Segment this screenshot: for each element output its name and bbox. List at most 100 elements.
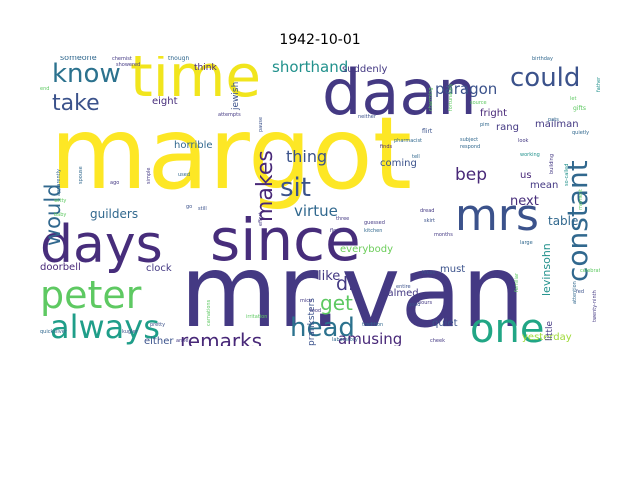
word-fed: fed [576,289,584,295]
word-everybody: everybody [340,244,393,255]
word-pretty: pretty [150,322,165,328]
word-go: go [186,204,192,210]
word-must: must [440,264,465,275]
word-celebration: celebration [580,268,600,274]
word-makes: makes [253,150,278,222]
word-months: months [434,232,453,238]
word-mr-van: mr.van [180,233,525,346]
word-fright: fright [480,108,507,119]
word-little: little [545,320,555,341]
word-peter: peter [40,273,142,317]
word-spouse: spouse [78,166,84,184]
word-think: think [194,63,217,73]
word-hours: hours [418,300,432,306]
word-time: time [130,56,261,110]
word-eight: eight [152,96,178,107]
word-twenty-ninth: twenty-ninth [592,290,598,322]
word-someone: someone [60,56,97,62]
word-neither: neither [358,114,377,120]
word-pim: pim [480,122,490,128]
word-remarks: remarks [180,329,262,346]
word-tradition: tradition [362,322,383,328]
word-get: get [320,291,353,315]
word-quiet: quiet [432,318,458,329]
word-could: could [510,63,580,93]
word-guessed: guessed [364,220,385,226]
word-take: take [52,91,100,116]
word-apparently: apparently [56,169,62,196]
chart-title: 1942-10-01 [279,32,361,48]
word-three: three [336,216,349,222]
word-coming: coming [380,158,417,169]
word-used: used [178,172,190,178]
word-witty: witty [54,198,66,204]
word-would: would [41,184,65,247]
word-days: days [40,215,163,275]
word-either: either [144,336,174,346]
word-attention: attention [572,281,578,304]
word-yesterday: yesterday [522,332,572,343]
word-constant: constant [561,160,594,282]
word-familiar: familiar [514,272,520,292]
word-pause: pause [258,117,264,132]
word-next: next [510,194,539,209]
word-kitchen: kitchen [364,228,382,234]
word-building: building [549,154,555,174]
word-end: end [40,86,49,92]
word-bep: bep [455,165,487,185]
word-showered: showered [116,62,140,68]
word-guilders: guilders [90,207,138,221]
word-flirt: flirt [422,128,433,135]
word-rang: rang [496,122,519,133]
word-simple: simple [146,167,152,184]
word-respond: respond [460,144,480,150]
word-pharmacist: pharmacist [394,138,422,144]
word-daan: daan [322,56,477,129]
word-mrs: mrs [455,190,539,241]
word-look: look [518,138,529,144]
word-tell: tell [412,154,420,160]
word-calmed: calmed [382,288,419,299]
word-effort: effort [258,212,264,226]
word-good: good [408,302,420,308]
word-chemist: chemist [112,56,132,62]
word-pranksters: pranksters [307,298,317,346]
word-one: one [470,306,544,346]
word-d-: d. [336,273,354,295]
word-irritation: irritation [246,314,267,320]
word-virtue: virtue [294,202,338,220]
word-kugler: kugler [122,329,139,335]
word-flowers: flowers [330,228,348,234]
word-skirt: skirt [424,218,435,224]
word-working: working [520,152,540,158]
word-charming: charming [428,87,434,111]
word-gifts: gifts [573,105,586,112]
word-entire: entire [396,284,411,290]
word-finds: finds [380,144,392,150]
word-pats: pats [548,117,559,123]
word-subject: subject [460,137,478,143]
word-dread: dread [420,208,434,214]
word-jewish: jewish [231,82,241,111]
word-mean: mean [530,180,558,191]
word-always: always [50,308,160,346]
word-let: let [570,96,576,102]
word-large: large [520,240,533,246]
word-cheek: cheek [430,338,445,344]
word-suddenly: suddenly [342,64,388,75]
word-levinsohn: levinsohn [540,243,553,296]
word-clock: clock [146,263,172,274]
word-ago: ago [110,180,119,186]
word-carnations: carnations [206,299,212,326]
word-like: like [318,269,340,284]
word-mice: mice [300,298,312,304]
word-laboratory: laboratory [332,337,358,343]
word-food: food [310,308,321,314]
word-anne: anne [176,338,188,344]
word-attempts: attempts [218,112,241,118]
word-quicksilver: quicksilver [40,329,68,335]
word-so-called: so-called [564,164,570,186]
word-know: know [52,59,121,89]
word-baby: baby [54,212,66,218]
word-paragon: paragon [435,80,497,98]
